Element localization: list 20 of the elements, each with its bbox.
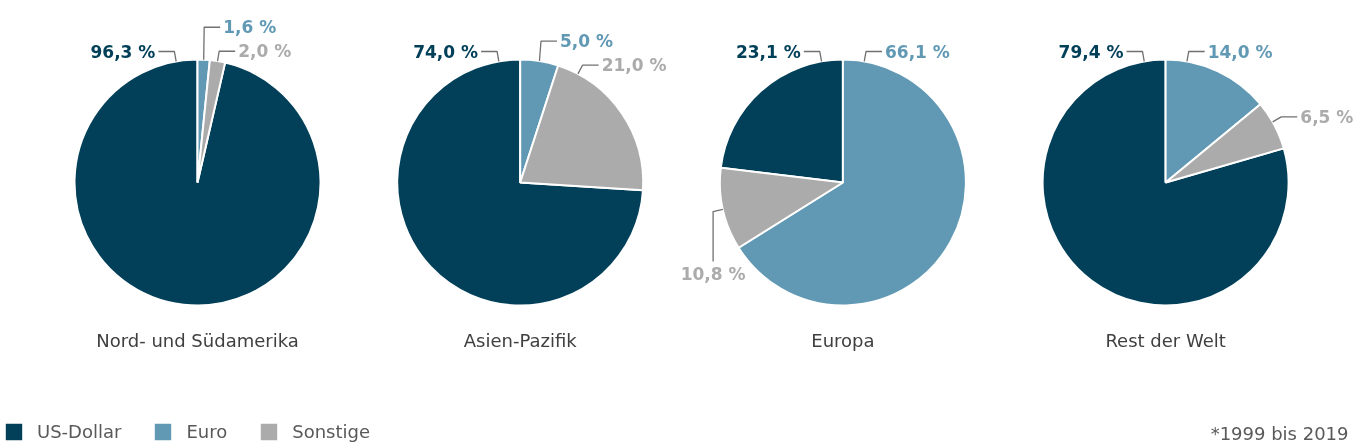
data-label: 23,1 % xyxy=(735,41,801,62)
text: *1999 bis 2019 xyxy=(1210,423,1349,444)
data-label: 6,5 % xyxy=(1300,106,1354,127)
text: Nord- und Südamerika xyxy=(96,330,299,351)
text: Rest der Welt xyxy=(1105,330,1226,351)
data-label: 2,0 % xyxy=(238,41,292,62)
data-label: 96,3 % xyxy=(90,41,156,62)
data-label: 10,8 % xyxy=(680,263,746,284)
data-label: 66,1 % xyxy=(885,41,950,62)
legend-label: Euro xyxy=(186,421,228,442)
data-label: 1,6 % xyxy=(223,17,277,38)
data-label: 5,0 % xyxy=(560,31,614,52)
data-label: 74,0 % xyxy=(413,41,479,62)
legend-label: US-Dollar xyxy=(37,421,122,442)
data-label: 21,0 % xyxy=(601,55,667,76)
text: Asien-Pazifik xyxy=(463,330,578,351)
data-label: 79,4 % xyxy=(1058,41,1124,62)
text: Europa xyxy=(811,330,875,351)
legend-label: Sonstige xyxy=(292,421,371,442)
data-label: 14,0 % xyxy=(1207,41,1273,62)
